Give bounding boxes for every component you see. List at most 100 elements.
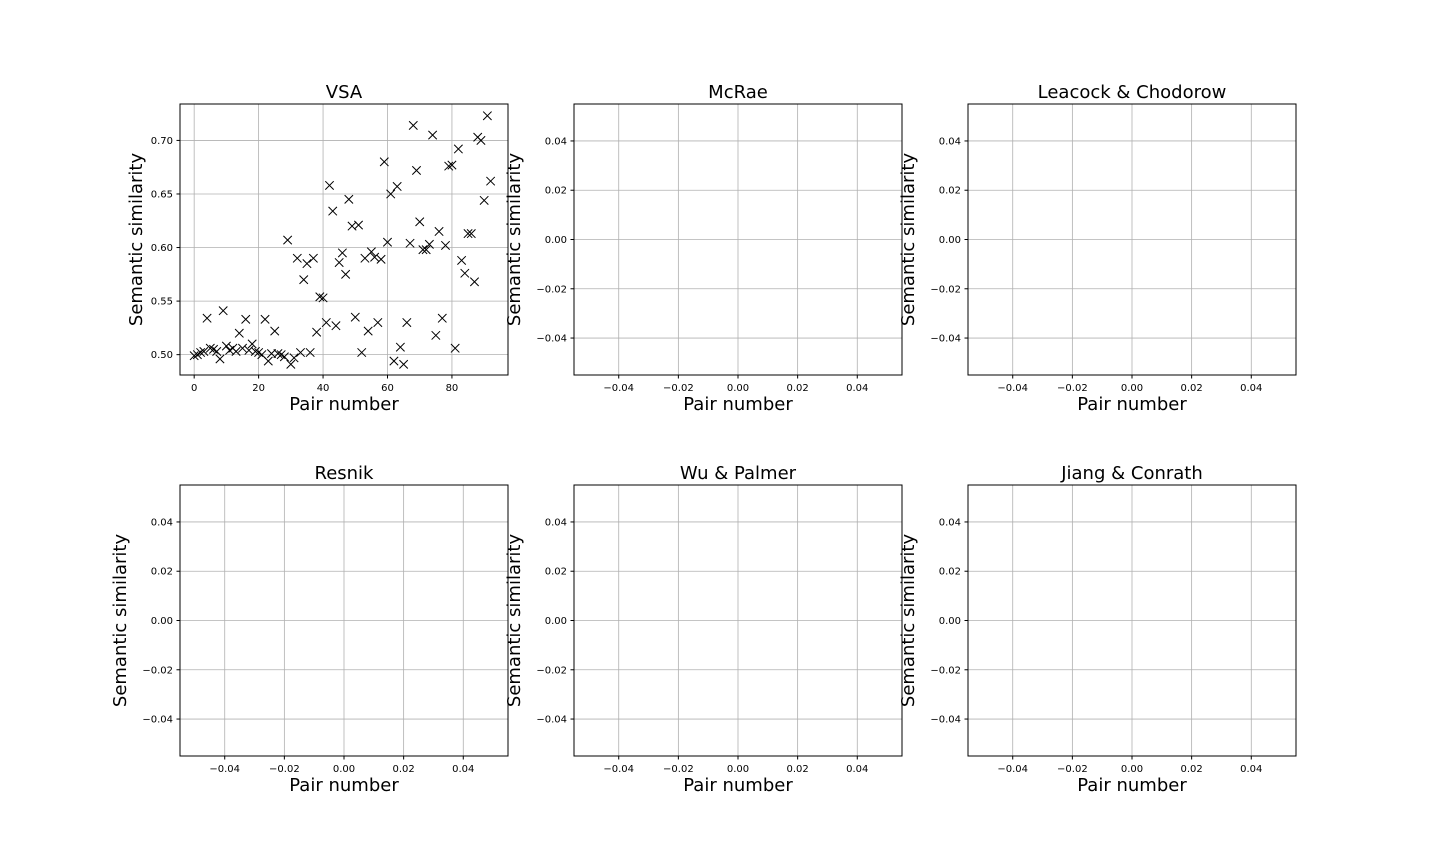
y-tick-label: −0.02: [536, 665, 567, 676]
data-point: [476, 135, 486, 145]
data-point: [266, 349, 277, 359]
x-tick-label: 0.02: [787, 383, 809, 394]
data-point: [382, 237, 393, 247]
data-point: [366, 247, 376, 257]
y-tick-label: 0.02: [151, 567, 173, 578]
data-point: [231, 346, 241, 356]
x-tick-label: −0.02: [1057, 764, 1088, 775]
data-point: [308, 253, 318, 263]
x-axis-label: Pair number: [1077, 394, 1187, 415]
x-tick-label: 0.00: [727, 764, 749, 775]
y-tick-label: 0.00: [939, 616, 961, 627]
x-tick-label: 80: [446, 383, 459, 394]
subplot-title: Wu & Palmer: [680, 463, 797, 484]
data-point: [411, 165, 422, 175]
x-tick-label: 0.04: [1240, 764, 1262, 775]
y-tick-label: 0.70: [151, 136, 173, 147]
data-point: [370, 252, 380, 262]
y-tick-label: 0.65: [151, 189, 173, 200]
y-tick-label: 0.00: [545, 235, 567, 246]
y-axis-label: Semantic similarity: [126, 153, 147, 327]
x-tick-label: 40: [317, 383, 330, 394]
data-point: [389, 356, 399, 366]
data-point: [312, 327, 322, 337]
x-tick-label: −0.04: [209, 764, 240, 775]
x-tick-label: 20: [252, 383, 265, 394]
data-point: [202, 313, 212, 323]
data-point: [199, 346, 209, 356]
data-point: [237, 343, 248, 353]
data-point: [424, 239, 434, 249]
x-tick-label: 0.00: [1121, 383, 1143, 394]
data-point: [250, 346, 260, 356]
x-tick-label: 0.00: [333, 764, 355, 775]
y-tick-label: 0.00: [151, 616, 173, 627]
y-axis-label: Semantic similarity: [898, 153, 919, 327]
x-tick-label: 0.04: [846, 383, 868, 394]
data-point: [234, 328, 244, 338]
y-tick-label: −0.02: [930, 284, 961, 295]
x-tick-label: −0.02: [269, 764, 300, 775]
data-point: [318, 293, 328, 303]
data-point: [286, 359, 296, 369]
x-tick-label: −0.04: [997, 764, 1028, 775]
x-tick-label: 0: [191, 383, 197, 394]
y-tick-label: −0.04: [536, 334, 567, 345]
data-point: [215, 354, 225, 364]
y-tick-label: −0.04: [930, 715, 961, 726]
data-point: [437, 313, 447, 323]
data-point: [453, 144, 463, 154]
y-tick-label: 0.04: [939, 136, 961, 147]
data-point: [350, 312, 360, 322]
x-axis-label: Pair number: [289, 775, 399, 796]
y-tick-label: 0.00: [545, 616, 567, 627]
data-point: [321, 317, 331, 328]
data-point: [328, 206, 338, 216]
data-point: [379, 157, 389, 167]
data-point: [205, 343, 215, 353]
data-point: [482, 111, 492, 121]
data-point: [463, 229, 473, 239]
x-tick-label: 0.02: [1181, 764, 1203, 775]
data-point: [270, 326, 280, 336]
data-point: [334, 257, 344, 268]
data-point: [196, 347, 206, 358]
y-tick-label: −0.04: [930, 334, 961, 345]
x-tick-label: 0.04: [452, 764, 474, 775]
y-tick-label: −0.02: [930, 665, 961, 676]
y-tick-label: 0.02: [939, 567, 961, 578]
data-point: [415, 217, 425, 227]
data-point: [469, 277, 480, 287]
data-point: [331, 321, 341, 331]
y-tick-label: 0.00: [939, 235, 961, 246]
data-point: [428, 130, 438, 140]
subplot-title: Leacock & Chodorow: [1038, 82, 1227, 103]
data-point: [402, 317, 412, 328]
y-axis-label: Semantic similarity: [898, 534, 919, 708]
x-tick-label: 0.00: [1121, 764, 1143, 775]
subplot-title: McRae: [708, 82, 768, 103]
x-tick-label: −0.02: [663, 383, 694, 394]
x-tick-label: 60: [381, 383, 394, 394]
data-point: [289, 353, 299, 363]
y-tick-label: −0.02: [142, 665, 173, 676]
data-point: [395, 342, 405, 352]
data-point: [241, 314, 251, 324]
data-point: [386, 189, 396, 199]
data-point: [373, 317, 383, 328]
subplot-title: VSA: [326, 82, 363, 103]
data-point: [440, 240, 451, 250]
y-tick-label: 0.02: [939, 186, 961, 197]
data-point: [363, 326, 373, 336]
y-tick-label: −0.02: [536, 284, 567, 295]
y-tick-label: 0.04: [151, 517, 173, 528]
x-tick-label: −0.04: [603, 383, 634, 394]
y-tick-label: 0.50: [151, 350, 173, 361]
subplot-4: −0.04 −0.02 0.00 0.02 0.04 −0.04 −0.02 0.00 0.02…: [504, 463, 903, 796]
data-point: [444, 161, 454, 171]
y-axis-label: Semantic similarity: [504, 153, 525, 327]
y-axis-label: Semantic similarity: [110, 534, 131, 708]
data-point: [341, 269, 351, 279]
data-point: [299, 275, 309, 285]
